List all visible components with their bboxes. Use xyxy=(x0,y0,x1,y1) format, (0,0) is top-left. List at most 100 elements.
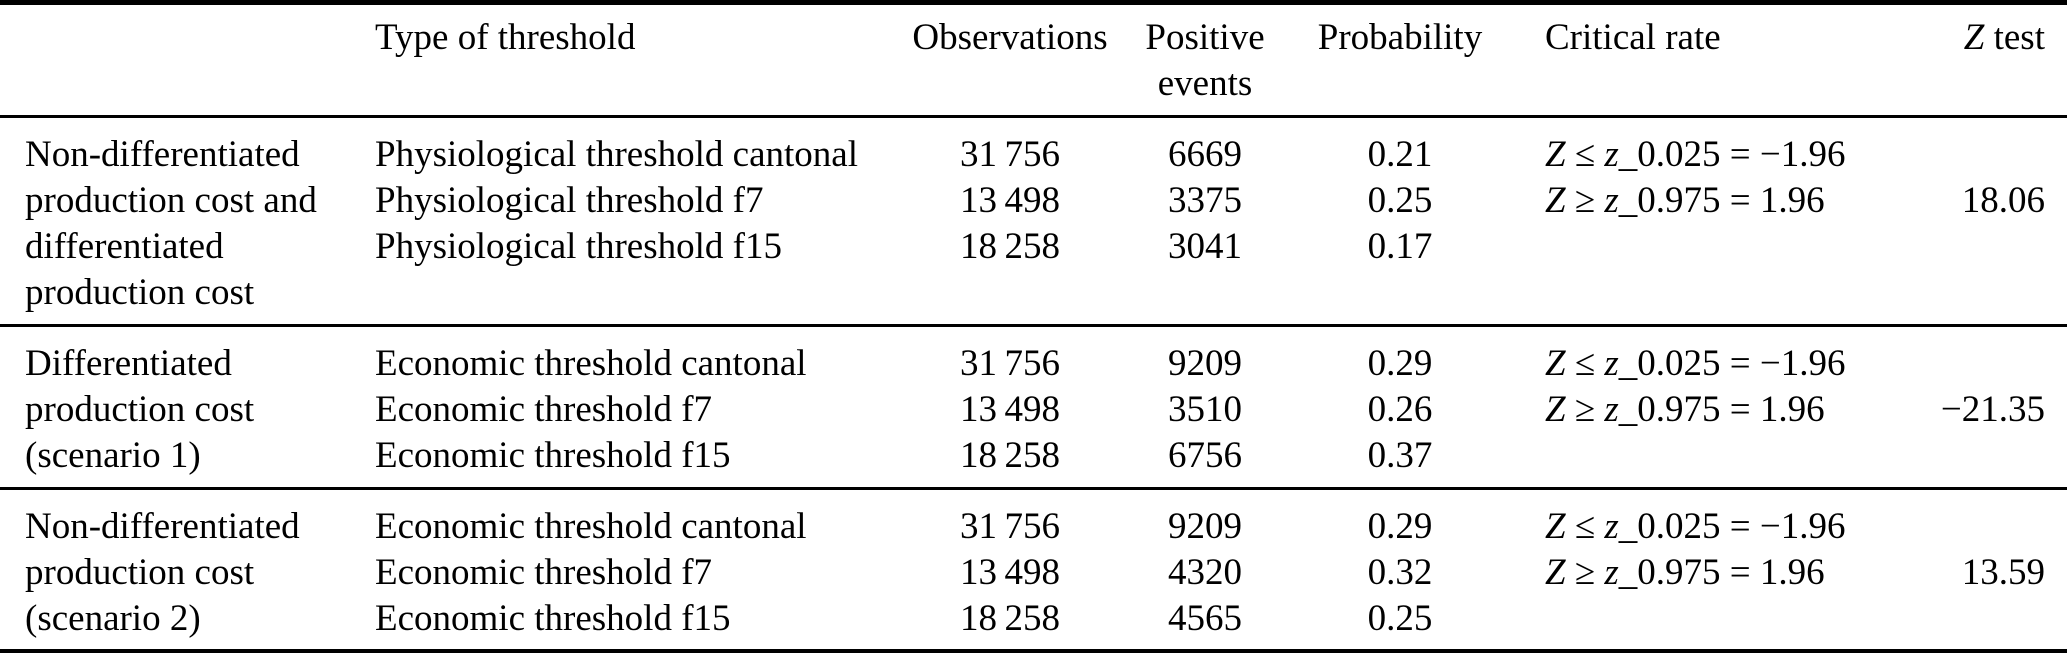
group-2-observations-column: 31 756 13 498 18 258 xyxy=(910,341,1110,479)
group-2-label: Differentiated production cost (scenario… xyxy=(0,341,375,479)
cell-type: Economic threshold f15 xyxy=(375,598,731,639)
header-type-of-threshold: Type of threshold xyxy=(375,15,910,107)
critical-z: z xyxy=(1604,389,1619,430)
z-test-var: Z xyxy=(1963,17,1985,58)
group-label-line: differentiated xyxy=(25,226,224,267)
critical-op: ≥ xyxy=(1565,552,1605,593)
header-probability: Probability xyxy=(1300,15,1500,107)
table-header-row: Type of threshold Observations Positive … xyxy=(0,5,2067,115)
critical-z: z xyxy=(1604,343,1619,384)
cell-ztest-empty xyxy=(1885,341,2045,387)
header-group-spacer xyxy=(0,15,375,107)
critical-op: ≤ xyxy=(1565,506,1605,547)
cell-positive-events: 6669 xyxy=(1168,134,1242,175)
cell-ztest-value: 13.59 xyxy=(1961,552,2045,593)
cell-observations: 31 756 xyxy=(960,506,1060,547)
cell-probability: 0.25 xyxy=(1367,598,1433,639)
group-3-ztest-column: 13.59 xyxy=(1885,504,2067,642)
critical-z: z xyxy=(1604,134,1619,175)
cell-positive-events: 3510 xyxy=(1168,389,1242,430)
group-1-ztest-column: 18.06 xyxy=(1885,132,2067,316)
group-2-critical-rate-column: Z ≤ z_0.025 = −1.96 Z ≥ z_0.975 = 1.96 xyxy=(1500,341,1885,479)
cell-probability: 0.29 xyxy=(1367,506,1433,547)
group-3-probability-column: 0.29 0.32 0.25 xyxy=(1300,504,1500,642)
critical-op: ≥ xyxy=(1565,180,1605,221)
cell-critical-rate-upper: Z ≥ z_0.975 = 1.96 xyxy=(1545,387,1885,433)
header-positive-events: Positive events xyxy=(1110,15,1300,107)
cell-positive-events: 3375 xyxy=(1168,180,1242,221)
cell-ztest-empty xyxy=(1885,224,2045,270)
header-positive-line1: Positive xyxy=(1145,17,1265,58)
cell-type: Economic threshold cantonal xyxy=(375,343,807,384)
cell-ztest-empty xyxy=(1885,504,2045,550)
group-1-label: Non-differentiated production cost and d… xyxy=(0,132,375,316)
cell-critical-rate-upper: Z ≥ z_0.975 = 1.96 xyxy=(1545,178,1885,224)
group-label-line: production cost xyxy=(25,272,255,313)
cell-type: Economic threshold f7 xyxy=(375,389,713,430)
cell-ztest-empty xyxy=(1885,433,2045,479)
critical-rest: _0.975 = 1.96 xyxy=(1618,552,1825,593)
critical-rest: _0.025 = −1.96 xyxy=(1618,343,1846,384)
group-1-positive-column: 6669 3375 3041 xyxy=(1110,132,1300,316)
header-divider xyxy=(0,115,2067,118)
cell-positive-events: 3041 xyxy=(1168,226,1242,267)
cell-observations: 13 498 xyxy=(960,180,1060,221)
cell-positive-events: 9209 xyxy=(1168,343,1242,384)
z-test-rest: test xyxy=(1984,17,2045,58)
cell-type: Economic threshold f15 xyxy=(375,435,731,476)
cell-type: Physiological threshold cantonal xyxy=(375,134,858,175)
header-type-label: Type of threshold xyxy=(375,17,636,58)
critical-op: ≥ xyxy=(1565,389,1605,430)
group-1-type-column: Physiological threshold cantonal Physiol… xyxy=(375,132,910,316)
group-2-type-column: Economic threshold cantonal Economic thr… xyxy=(375,341,910,479)
group-label-line: Non-differentiated xyxy=(25,506,300,547)
group-1-probability-column: 0.21 0.25 0.17 xyxy=(1300,132,1500,316)
group-label-line: (scenario 1) xyxy=(25,435,201,476)
cell-critical-rate-lower: Z ≤ z_0.025 = −1.96 xyxy=(1545,504,1885,550)
critical-op: ≤ xyxy=(1565,134,1605,175)
cell-critical-rate-lower: Z ≤ z_0.025 = −1.96 xyxy=(1545,341,1885,387)
critical-Z: Z xyxy=(1545,552,1566,593)
cell-ztest-empty xyxy=(1885,596,2045,642)
group-3-label: Non-differentiated production cost (scen… xyxy=(0,504,375,642)
table-group-2: Differentiated production cost (scenario… xyxy=(0,327,2067,487)
group-2-positive-column: 9209 3510 6756 xyxy=(1110,341,1300,479)
cell-ztest-empty xyxy=(1885,132,2045,178)
group-3-type-column: Economic threshold cantonal Economic thr… xyxy=(375,504,910,642)
critical-rest: _0.975 = 1.96 xyxy=(1618,180,1825,221)
group-2-ztest-column: −21.35 xyxy=(1885,341,2067,479)
header-z-test: Z test xyxy=(1885,15,2067,107)
group-label-line: Differentiated xyxy=(25,343,232,384)
critical-op: ≤ xyxy=(1565,343,1605,384)
critical-Z: Z xyxy=(1545,134,1566,175)
cell-critical-rate-lower: Z ≤ z_0.025 = −1.96 xyxy=(1545,132,1885,178)
critical-z: z xyxy=(1604,552,1619,593)
critical-rest: _0.975 = 1.96 xyxy=(1618,389,1825,430)
header-critical-rate-label: Critical rate xyxy=(1545,17,1721,58)
critical-Z: Z xyxy=(1545,389,1566,430)
group-2-probability-column: 0.29 0.26 0.37 xyxy=(1300,341,1500,479)
group-label-line: production cost xyxy=(25,389,255,430)
cell-ztest-value: 18.06 xyxy=(1961,180,2045,221)
cell-type: Economic threshold cantonal xyxy=(375,506,807,547)
cell-critical-rate-empty xyxy=(1545,224,1885,270)
group-label-line: production cost and xyxy=(25,180,317,221)
cell-positive-events: 4565 xyxy=(1168,598,1242,639)
group-label-line: (scenario 2) xyxy=(25,598,201,639)
table-group-3: Non-differentiated production cost (scen… xyxy=(0,490,2067,649)
cell-probability: 0.26 xyxy=(1367,389,1433,430)
cell-probability: 0.25 xyxy=(1367,180,1433,221)
header-z-test-label: Z test xyxy=(1885,15,2045,61)
cell-observations: 18 258 xyxy=(960,226,1060,267)
cell-positive-events: 4320 xyxy=(1168,552,1242,593)
header-critical-rate: Critical rate xyxy=(1500,15,1885,107)
cell-probability: 0.21 xyxy=(1367,134,1433,175)
cell-probability: 0.17 xyxy=(1367,226,1433,267)
header-positive-line2: events xyxy=(1157,63,1253,104)
critical-Z: Z xyxy=(1545,506,1566,547)
cell-observations: 18 258 xyxy=(960,598,1060,639)
cell-probability: 0.29 xyxy=(1367,343,1433,384)
header-observations: Observations xyxy=(910,15,1110,107)
group-3-critical-rate-column: Z ≤ z_0.025 = −1.96 Z ≥ z_0.975 = 1.96 xyxy=(1500,504,1885,642)
